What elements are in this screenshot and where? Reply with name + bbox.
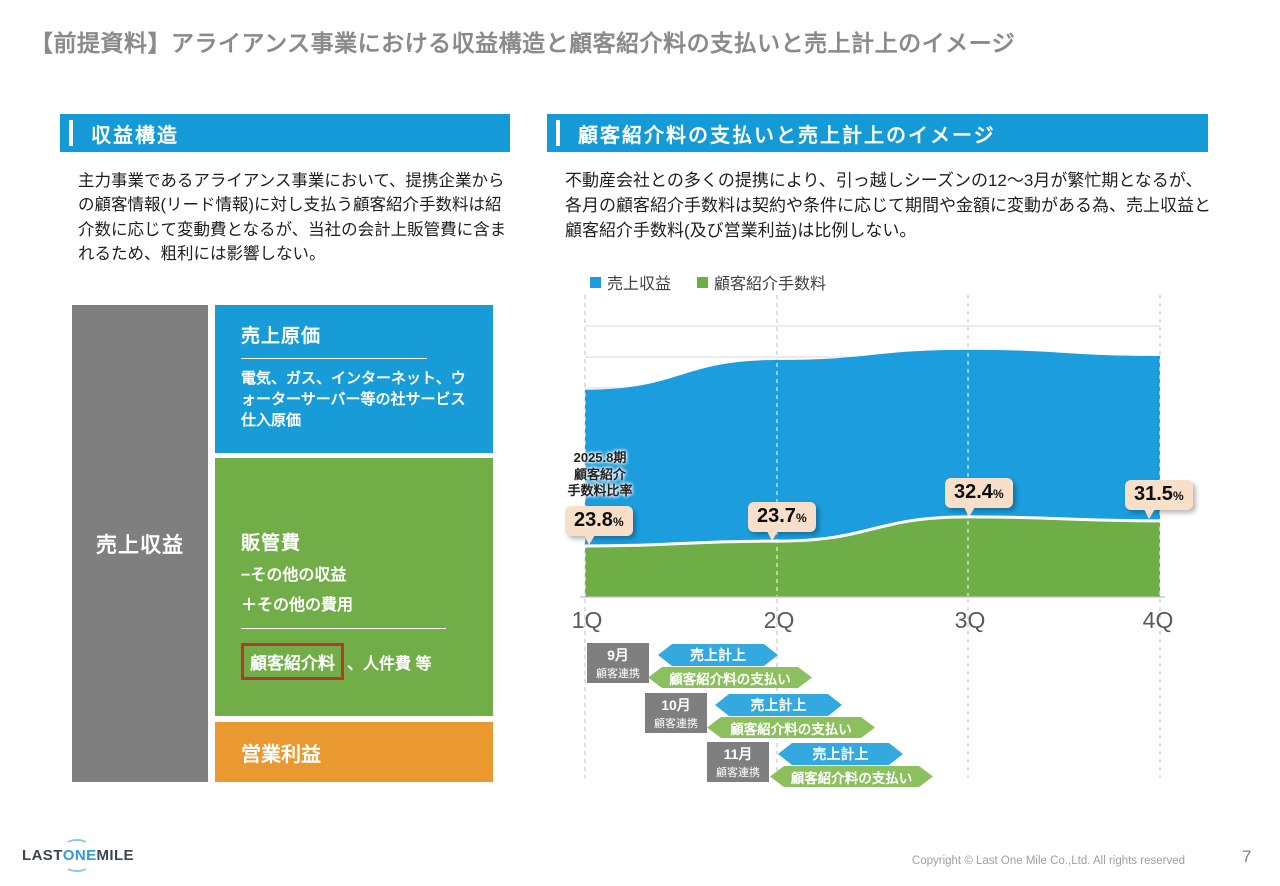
quarterly-area-chart: 売上収益 顧客紹介手数料 1Q 2Q 3Q 4Q [560,270,1220,790]
legend-revenue-label: 売上収益 [607,276,672,293]
revenue-structure-diagram: 売上収益 売上原価 電気、ガス、インターネット、ウォーターサーバー等の社サービス… [72,305,493,782]
timeline-payment-label: 顧客紹介料の支払い [669,671,791,687]
timeline-payment-label: 顧客紹介料の支払い [730,721,852,737]
legend-fee-label: 顧客紹介手数料 [714,276,827,293]
ratio-value: 23.7 [757,505,796,527]
legend-item-fee: 顧客紹介手数料 [697,270,826,294]
fee-boundary-line [584,515,1161,548]
timeline-sub: 顧客連携 [716,766,760,779]
logo-last: LAST [22,847,63,864]
x-tick-3q: 3Q [955,607,986,633]
operating-profit-label: 営業利益 [241,743,321,766]
ratio-unit: % [795,511,807,525]
fee-swatch-icon [697,276,709,288]
timeline-payment-label: 顧客紹介料の支払い [790,770,913,786]
company-logo: LASTONEMILE [22,847,134,864]
cogs-title: 売上原価 [241,326,322,347]
fee-area [585,516,1160,597]
ratio-annotation-line1: 2025.8期 [573,450,627,465]
revenue-column-label: 売上収益 [96,533,184,557]
payment-image-description: 不動産会社との多くの提携により、引っ越しシーズンの12～3月が繁忙期となるが、各… [565,171,1211,240]
v-gridlines-over-area [584,352,1161,596]
x-tick-1q: 1Q [572,607,603,633]
section-header-label: 顧客紹介料の支払いと売上計上のイメージ [578,124,996,147]
referral-fee-row: 顧客紹介料 、人件費 等 [241,643,493,680]
timeline-sub: 顧客連携 [654,717,698,730]
ratio-unit: % [612,515,624,529]
timeline-month: 11月 [723,746,753,762]
referral-fee-suffix: 、人件費 等 [347,655,432,673]
cogs-box: 売上原価 電気、ガス、インターネット、ウォーターサーバー等の社サービス仕入原価 [215,305,493,453]
header-accent-bar [556,120,560,146]
ratio-value: 23.8 [574,509,613,531]
header-accent-bar [69,120,73,146]
ratio-callout-2q: 23.7% [748,502,816,541]
timeline-month: 10月 [661,697,691,713]
chart-legend: 売上収益 顧客紹介手数料 [590,270,826,294]
referral-fee-highlight: 顧客紹介料 [241,643,344,680]
ratio-callout-3q: 32.4% [945,478,1013,517]
timeline-revenue-arrow: 売上計上 [715,694,842,716]
timeline-payment-arrow: 顧客紹介料の支払い [770,766,933,787]
timeline-revenue-label: 売上計上 [812,746,869,762]
ratio-callout-4q: 31.5% [1125,480,1193,519]
operating-profit-box: 営業利益 [215,722,493,782]
timeline-revenue-arrow: 売上計上 [778,743,903,765]
revenue-column: 売上収益 [72,305,208,782]
logo-one: ONE [62,847,97,864]
sga-other-income: −その他の収益 [241,567,347,584]
timeline-payment-arrow: 顧客紹介料の支払い [648,667,812,688]
area-plot: 1Q 2Q 3Q 4Q [572,295,1174,778]
timeline-payment-arrow: 顧客紹介料の支払い [707,717,875,738]
timeline-revenue-label: 売上計上 [690,647,746,663]
timeline-revenue-arrow: 売上計上 [658,644,778,666]
section-header-revenue-structure: 収益構造 [60,110,516,157]
timeline-month-box-nov: 11月 顧客連携 [707,742,769,782]
timeline-month: 9月 [607,647,629,663]
sga-box: 販管費 −その他の収益 ＋その他の費用 顧客紹介料 、人件費 等 [215,458,493,716]
timeline-sub: 顧客連携 [596,667,640,680]
x-axis-labels: 1Q 2Q 3Q 4Q [572,607,1174,633]
page-number: 7 [1242,847,1252,866]
logo-mile: MILE [96,847,134,864]
ratio-annotation-line2: 顧客紹介 [573,466,626,482]
ratio-unit: % [1172,489,1184,503]
ratio-value: 31.5 [1134,483,1173,505]
ratio-callout-1q: 23.8% [565,506,633,545]
legend-item-revenue: 売上収益 [590,270,671,294]
x-tick-2q: 2Q [764,607,795,633]
sga-other-expense: ＋その他の費用 [241,597,354,614]
x-tick-4q: 4Q [1143,607,1174,633]
section-header-label: 収益構造 [91,124,179,147]
timeline-month-box-oct: 10月 顧客連携 [645,693,707,733]
timeline-revenue-label: 売上計上 [750,697,807,713]
cogs-divider [241,358,427,359]
page-title: 【前提資料】アライアンス事業における収益構造と顧客紹介料の支払いと売上計上のイメ… [30,30,1016,56]
section-header-payment-image: 顧客紹介料の支払いと売上計上のイメージ [547,110,1214,157]
sga-title: 販管費 [241,533,302,554]
ratio-annotation-line3: 手数料比率 [567,483,633,499]
ratio-value: 32.4 [954,481,993,503]
ratio-annotation: 2025.8期 顧客紹介 手数料比率 [562,450,638,500]
copyright-text: Copyright © Last One Mile Co.,Ltd. All r… [911,855,1185,867]
revenue-swatch-icon [590,276,601,288]
cogs-description: 電気、ガス、インターネット、ウォーターサーバー等の社サービス仕入原価 [241,370,466,429]
ratio-unit: % [992,487,1004,501]
timeline-month-box-sep: 9月 顧客連携 [587,643,649,683]
sga-divider [241,628,446,629]
revenue-structure-description: 主力事業であるアライアンス事業において、提携企業からの顧客情報(リード情報)に対… [78,172,507,263]
